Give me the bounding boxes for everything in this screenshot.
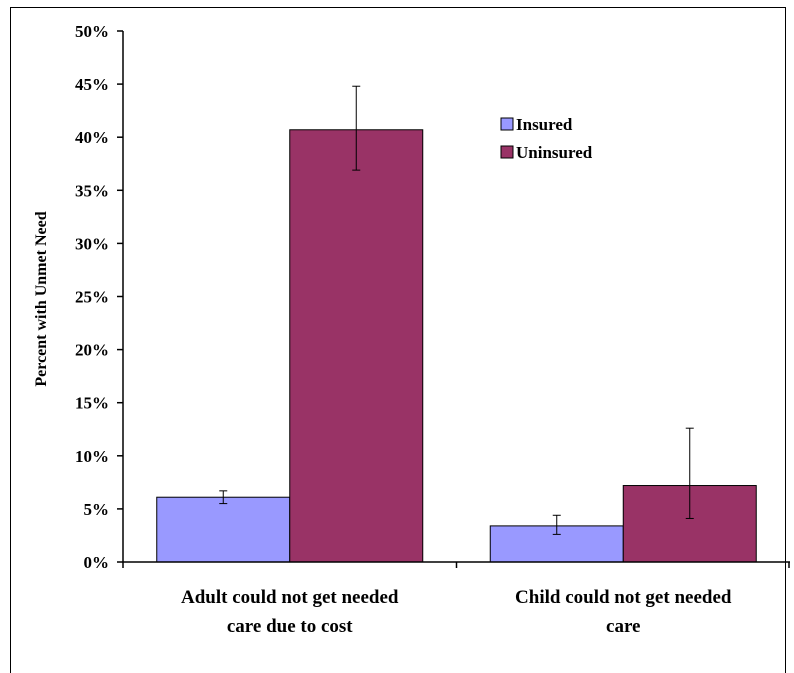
y-tick-label: 50% [75, 22, 109, 41]
chart-frame [10, 7, 786, 673]
legend: Insured Uninsured [500, 115, 593, 162]
y-axis-title: Percent with Unmet Need [33, 211, 50, 386]
y-tick-label: 15% [75, 394, 109, 413]
legend-label-uninsured: Uninsured [516, 143, 593, 162]
y-tick-label: 25% [75, 288, 109, 307]
x-axis: Adult could not get needed care due to co… [122, 561, 790, 637]
x-category-label-1: Adult could not get needed care due to co… [181, 587, 399, 637]
y-tick-label: 30% [75, 234, 109, 253]
x-category-label-line: Adult could not get needed [181, 587, 399, 608]
y-tick-label: 10% [75, 447, 109, 466]
y-tick-label: 40% [75, 128, 109, 147]
x-category-label-2: Child could not get needed care [515, 587, 732, 637]
y-tick-label: 35% [75, 181, 109, 200]
y-tick-label: 20% [75, 341, 109, 360]
bar-uninsured-1 [289, 129, 424, 563]
y-tick-label: 5% [84, 500, 110, 519]
bars [156, 129, 757, 563]
error-bars [219, 85, 694, 535]
x-category-label-line: Child could not get needed [515, 587, 732, 608]
x-category-label-line: care [606, 616, 640, 637]
y-tick-label: 45% [75, 75, 109, 94]
x-category-label-line: care due to cost [227, 616, 353, 637]
legend-label-insured: Insured [516, 115, 573, 134]
legend-swatch-uninsured [500, 145, 514, 159]
y-axis: 0% 5% 10% 15% 20% 25% 30% 35% 40% 45% 50% [75, 22, 124, 572]
bar-insured-1 [156, 496, 291, 563]
legend-swatch-insured [500, 117, 514, 131]
y-tick-label: 0% [84, 553, 110, 572]
